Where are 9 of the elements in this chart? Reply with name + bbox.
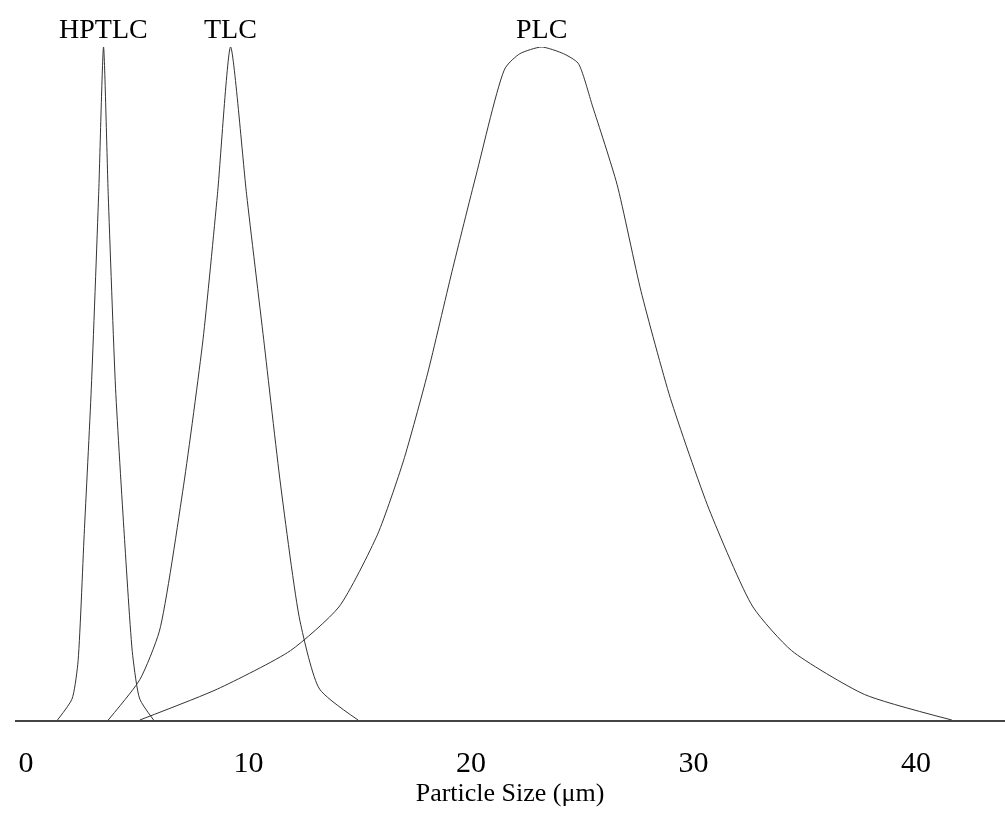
series-label: HPTLC xyxy=(59,13,148,44)
x-tick-label: 20 xyxy=(456,745,487,778)
x-axis-title: Particle Size (μm) xyxy=(415,778,605,807)
x-tick-label: 30 xyxy=(678,745,709,778)
x-tick-label: 40 xyxy=(901,745,932,778)
x-tick-label: 10 xyxy=(233,745,264,778)
x-tick-label: 0 xyxy=(18,745,34,778)
series-label: TLC xyxy=(204,13,257,44)
series-label: PLC xyxy=(516,13,568,44)
